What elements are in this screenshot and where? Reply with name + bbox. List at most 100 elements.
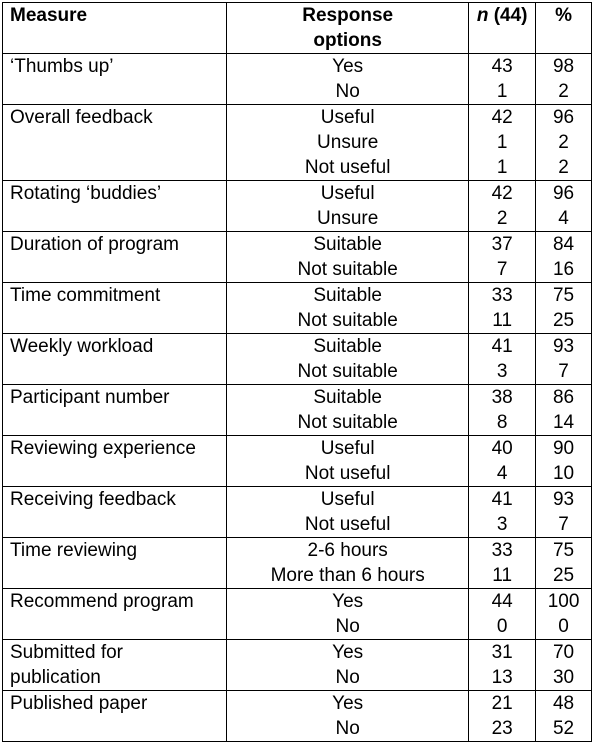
percent-cell-text: 70 bbox=[552, 642, 575, 663]
percent-cell-text: 2 bbox=[558, 81, 569, 102]
percent-cell-text: 75 bbox=[552, 540, 575, 561]
table-row: ‘Thumbs up’ Yes No 43 1 98 2 bbox=[1, 53, 592, 105]
percent-cell: 75 25 bbox=[535, 537, 592, 589]
option-cell-text: Suitable bbox=[313, 285, 382, 306]
percent-cell-text: 100 bbox=[547, 591, 580, 612]
measure-cell: Reviewing experience bbox=[1, 435, 228, 487]
measure-cell: Duration of program bbox=[1, 231, 228, 283]
header-italic: n bbox=[476, 5, 489, 26]
option-cell-text: Yes bbox=[332, 56, 364, 77]
table-row: Receiving feedback Useful Not useful 41 3 93 7 bbox=[1, 486, 592, 538]
count-cell-text: 38 bbox=[491, 387, 513, 408]
count-cell-text: 1 bbox=[496, 81, 508, 102]
measure-cell: Overall feedback bbox=[1, 104, 228, 181]
count-cell: 33 11 bbox=[468, 537, 537, 589]
percent-cell-text: 14 bbox=[552, 412, 575, 433]
option-cell-text: Yes bbox=[332, 591, 364, 612]
count-cell-text: 11 bbox=[492, 565, 513, 586]
option-cell-text: Unsure bbox=[317, 208, 379, 229]
percent-cell: 84 16 bbox=[535, 231, 592, 283]
percent-cell-text: 48 bbox=[552, 693, 575, 714]
measure-text: Published paper bbox=[10, 693, 148, 714]
count-cell-text: 3 bbox=[496, 514, 508, 535]
count-cell-text: 3 bbox=[496, 361, 508, 382]
option-cell: Useful Not useful bbox=[226, 435, 470, 487]
measure-cell: Rotating ‘buddies’ bbox=[1, 180, 228, 232]
percent-cell-text: 10 bbox=[552, 463, 575, 484]
percent-cell-text: 25 bbox=[552, 565, 575, 586]
percent-cell-text: 84 bbox=[552, 234, 575, 255]
option-cell-text: No bbox=[335, 667, 360, 688]
measure-cell: Time reviewing bbox=[1, 537, 228, 589]
option-cell: Yes No bbox=[226, 53, 470, 105]
count-cell: 40 4 bbox=[468, 435, 537, 487]
option-cell-text: More than 6 hours bbox=[270, 565, 425, 586]
measure-text: Duration of program bbox=[10, 234, 179, 255]
measure-cell: Receiving feedback bbox=[1, 486, 228, 538]
option-cell-text: Not useful bbox=[304, 514, 391, 535]
count-cell-text: 7 bbox=[496, 259, 508, 280]
count-cell: 33 11 bbox=[468, 282, 537, 334]
count-cell-text: 8 bbox=[496, 412, 508, 433]
option-cell-text: Suitable bbox=[313, 387, 382, 408]
table-row: Weekly workload Suitable Not suitable 41 3 93… bbox=[1, 333, 592, 385]
option-cell-text: No bbox=[335, 616, 360, 637]
count-cell: 37 7 bbox=[468, 231, 537, 283]
option-cell: Suitable Not suitable bbox=[226, 384, 470, 436]
option-cell-text: Yes bbox=[332, 693, 364, 714]
measure-cell: Time commitment bbox=[1, 282, 228, 334]
measure-text: Weekly workload bbox=[10, 336, 154, 357]
header-cell: % bbox=[535, 2, 592, 54]
table-row: Time reviewing 2-6 hours More than 6 hours… bbox=[1, 537, 592, 589]
measure-text: Time reviewing bbox=[10, 540, 138, 561]
option-cell-text: Suitable bbox=[313, 234, 382, 255]
count-cell: 43 1 bbox=[468, 53, 537, 105]
table-row: Recommend program Yes No 44 0 100 0 bbox=[1, 588, 592, 640]
count-cell-text: 37 bbox=[491, 234, 513, 255]
table-body: ‘Thumbs up’ Yes No 43 1 98 2 Overall feedback Us… bbox=[1, 53, 592, 742]
count-cell-text: 2 bbox=[496, 208, 508, 229]
header-cell: Measure bbox=[1, 2, 228, 54]
percent-cell: 48 52 bbox=[535, 690, 592, 742]
measure-cell: Weekly workload bbox=[1, 333, 228, 385]
count-cell-text: 23 bbox=[491, 718, 513, 739]
count-cell: 41 3 bbox=[468, 486, 537, 538]
count-cell: 31 13 bbox=[468, 639, 537, 691]
percent-cell-text: 2 bbox=[558, 132, 569, 153]
option-cell-text: Yes bbox=[332, 642, 364, 663]
measure-text: ‘Thumbs up’ bbox=[10, 56, 114, 77]
percent-cell-text: 98 bbox=[552, 56, 575, 77]
option-cell: Yes No bbox=[226, 690, 470, 742]
percent-cell: 100 0 bbox=[535, 588, 592, 640]
option-cell-text: No bbox=[335, 81, 360, 102]
count-cell-text: 11 bbox=[492, 310, 513, 331]
percent-cell-text: 93 bbox=[552, 336, 575, 357]
option-cell-text: Not suitable bbox=[297, 361, 398, 382]
option-cell-text: 2-6 hours bbox=[307, 540, 388, 561]
measure-text: Submitted for bbox=[10, 642, 123, 663]
option-cell-text: Suitable bbox=[313, 336, 382, 357]
measure-text: Receiving feedback bbox=[10, 489, 176, 510]
header-row: Measure Response options n (44) % bbox=[1, 2, 592, 54]
measure-cell: ‘Thumbs up’ bbox=[1, 53, 228, 105]
count-cell-text: 1 bbox=[496, 132, 508, 153]
option-cell: Useful Unsure Not useful bbox=[226, 104, 470, 181]
percent-cell-text: 52 bbox=[552, 718, 575, 739]
percent-cell: 96 2 2 bbox=[535, 104, 592, 181]
percent-cell: 86 14 bbox=[535, 384, 592, 436]
header-cell: n (44) bbox=[468, 2, 537, 54]
table-row: Reviewing experience Useful Not useful 40 4 9… bbox=[1, 435, 592, 487]
percent-cell-text: 96 bbox=[552, 183, 575, 204]
option-cell: Yes No bbox=[226, 639, 470, 691]
option-cell-text: Not suitable bbox=[297, 412, 398, 433]
measure-text: Rotating ‘buddies’ bbox=[10, 183, 162, 204]
count-cell-text: 43 bbox=[491, 56, 513, 77]
count-cell: 42 2 bbox=[468, 180, 537, 232]
percent-cell: 93 7 bbox=[535, 486, 592, 538]
count-cell-text: 31 bbox=[491, 642, 513, 663]
count-cell-text: 1 bbox=[496, 157, 508, 178]
count-cell-text: 33 bbox=[491, 285, 513, 306]
option-cell-text: Not suitable bbox=[297, 310, 398, 331]
percent-cell-text: 25 bbox=[552, 310, 575, 331]
percent-cell-text: 86 bbox=[552, 387, 575, 408]
